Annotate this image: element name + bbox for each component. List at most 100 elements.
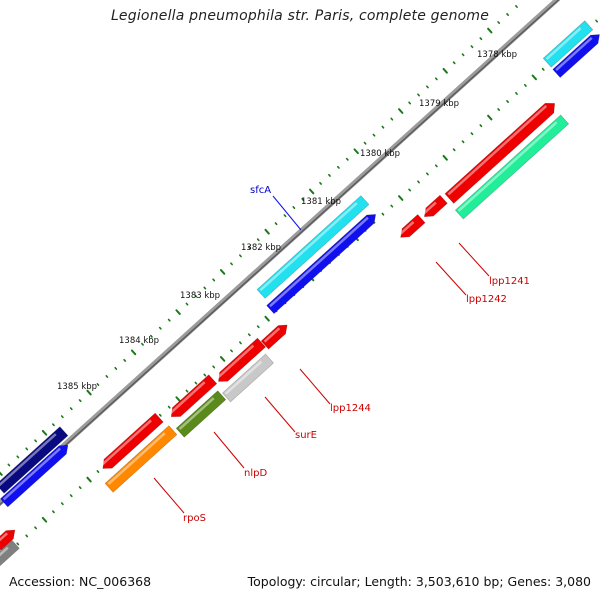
outer-tick-mark <box>452 148 456 152</box>
leader-lpp1242 <box>435 261 467 296</box>
inner-tick-mark <box>372 133 376 137</box>
gene-labels: sfcA lpp1241 lpp1242 lpp1244 surE nlpD r… <box>183 185 530 524</box>
inner-tick-mark <box>470 45 474 49</box>
inner-tick-mark <box>461 53 465 57</box>
outer-tick-mark <box>96 470 100 473</box>
gene-blue-left <box>0 444 69 508</box>
gene-lpp1244 <box>222 353 274 403</box>
tick-label: 1382 kbp <box>241 243 281 253</box>
tick-label: 1381 kbp <box>301 197 341 207</box>
gene-surE-highlight <box>169 381 206 414</box>
inner-tick-mark <box>274 222 278 226</box>
inner-tick-mark <box>345 157 349 161</box>
outer-tick-mark <box>25 534 29 538</box>
inner-tick-mark <box>34 439 38 443</box>
gene-blue-mid-body <box>266 214 377 315</box>
gene-gray-edge-highlight <box>0 546 9 560</box>
outer-tick-mark <box>78 486 82 490</box>
outer-tick-mark <box>219 356 226 362</box>
gene-lpp1241 <box>423 194 448 218</box>
inner-tick-mark <box>497 21 501 25</box>
gene-green-highlight <box>457 121 558 212</box>
outer-tick-mark <box>381 212 385 216</box>
inner-tick-mark <box>149 334 153 338</box>
inner-tick-mark <box>390 117 394 121</box>
gene-lpp1242-highlight <box>399 221 415 235</box>
gene-green-body <box>454 114 570 220</box>
leader-sfcA <box>272 195 302 231</box>
inner-tick-mark <box>185 302 189 306</box>
inner-tick-mark <box>336 165 340 169</box>
inner-tick-mark <box>434 77 438 81</box>
gene-red-a-body <box>218 337 266 382</box>
inner-tick-mark <box>264 228 270 235</box>
inner-tick-mark <box>487 27 493 34</box>
gene-label-rpoS[interactable]: rpoS <box>183 513 206 524</box>
outer-tick-mark <box>16 542 20 546</box>
gene-label-lpp1241[interactable]: lpp1241 <box>489 276 530 287</box>
inner-tick-mark <box>256 238 260 242</box>
inner-tick-mark <box>86 389 92 396</box>
leader-lpp1241 <box>458 242 490 277</box>
inner-tick-mark <box>212 278 216 282</box>
outer-tick-mark <box>479 124 483 128</box>
outer-tick-mark <box>86 476 92 483</box>
gene-label-nlpD[interactable]: nlpD <box>244 468 267 479</box>
leader-rpoS <box>153 477 185 514</box>
gene-lpp1241-block <box>444 102 556 204</box>
leader-lpp1244 <box>299 368 331 405</box>
gene-lpp1242 <box>399 214 426 238</box>
outer-tick-mark <box>256 325 260 329</box>
inner-tick-mark <box>230 262 233 266</box>
tick-label: 1383 kbp <box>180 291 220 301</box>
gene-lpp1244-body <box>222 353 274 403</box>
gene-red-a-highlight <box>216 344 255 379</box>
outer-tick-mark <box>264 315 270 322</box>
inner-tick-mark <box>408 101 412 105</box>
tick-labels: 1378 kbp 1379 kbp 1380 kbp 1381 kbp 1382… <box>57 50 517 392</box>
inner-tick-mark <box>130 349 137 356</box>
gene-red-edge <box>0 529 16 551</box>
inner-tick-mark <box>96 383 100 386</box>
backbone-shadow <box>0 0 560 506</box>
gene-olive-body <box>175 390 227 438</box>
inner-tick-mark <box>353 148 359 155</box>
gene-label-lpp1244[interactable]: lpp1244 <box>330 403 371 414</box>
inner-tick-mark <box>292 206 296 210</box>
outer-tick-mark <box>541 67 545 71</box>
outer-tick-mark <box>34 526 38 530</box>
gene-label-surE[interactable]: surE <box>295 430 317 441</box>
outer-tick-mark <box>461 140 465 144</box>
outer-tick-mark <box>203 373 207 377</box>
gene-cyan-top-body <box>542 20 594 68</box>
inner-tick-mark <box>308 188 315 195</box>
outer-tick-mark <box>69 494 73 498</box>
gene-label-sfcA[interactable]: sfcA <box>250 185 271 196</box>
inner-tick-mark <box>283 214 287 218</box>
tick-label: 1378 kbp <box>477 50 517 60</box>
gene-lpp1241-block-body <box>444 102 556 204</box>
gene-label-lpp1242[interactable]: lpp1242 <box>466 294 507 305</box>
outer-tick-mark <box>470 132 474 136</box>
outer-tick-mark <box>426 172 429 176</box>
inner-tick-mark <box>158 326 162 330</box>
gene-blue-top-highlight <box>555 36 593 71</box>
inner-tick-mark <box>52 423 55 427</box>
outer-tick-mark <box>595 19 599 23</box>
inner-tick-mark <box>60 415 64 419</box>
outer-tick-mark <box>239 341 242 345</box>
gene-sfcA-highlight <box>259 202 358 292</box>
gene-red-small-highlight <box>263 327 281 343</box>
inner-tick-mark <box>515 4 518 8</box>
gene-nlpD-highlight <box>101 419 152 466</box>
outer-tick-mark <box>167 405 171 409</box>
outer-tick-mark <box>158 413 162 417</box>
outer-tick-mark <box>506 100 509 103</box>
inner-tick-mark <box>381 125 385 129</box>
tick-label: 1379 kbp <box>419 99 459 109</box>
gene-lpp1244-highlight <box>224 360 263 395</box>
gene-sfcA <box>256 195 370 299</box>
gene-nlpD-body <box>102 412 164 469</box>
inner-tick-mark <box>452 61 456 65</box>
gene-navy-left <box>0 426 69 494</box>
